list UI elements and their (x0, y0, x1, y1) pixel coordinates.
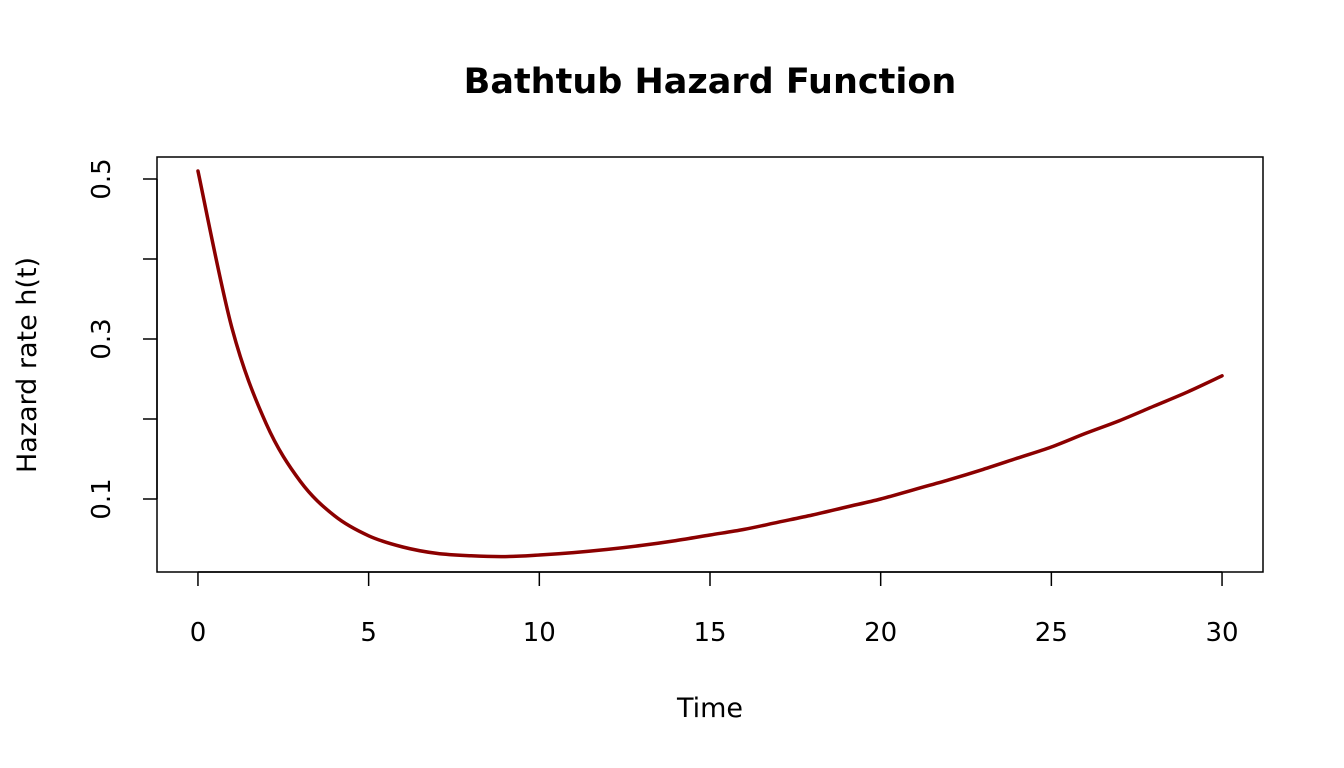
y-tick-label: 0.5 (87, 158, 117, 199)
chart-title: Bathtub Hazard Function (464, 62, 957, 102)
x-tick-label: 30 (1205, 618, 1238, 648)
x-axis-label: Time (676, 693, 743, 724)
x-tick-label: 0 (190, 618, 207, 648)
y-axis-label: Hazard rate h(t) (12, 257, 43, 473)
hazard-curve-line (196, 169, 1224, 559)
x-tick-label: 10 (523, 618, 556, 648)
y-tick-label: 0.1 (87, 478, 117, 519)
x-tick-label: 25 (1035, 618, 1068, 648)
x-axis: 0 5 10 15 20 25 30 (190, 571, 1239, 648)
x-tick-label: 20 (864, 618, 897, 648)
x-tick-label: 15 (693, 618, 726, 648)
plot-box (156, 156, 1264, 573)
y-axis: 0.1 0.3 0.5 (87, 158, 158, 520)
x-tick-label: 5 (360, 618, 377, 648)
y-tick-label: 0.3 (87, 318, 117, 359)
